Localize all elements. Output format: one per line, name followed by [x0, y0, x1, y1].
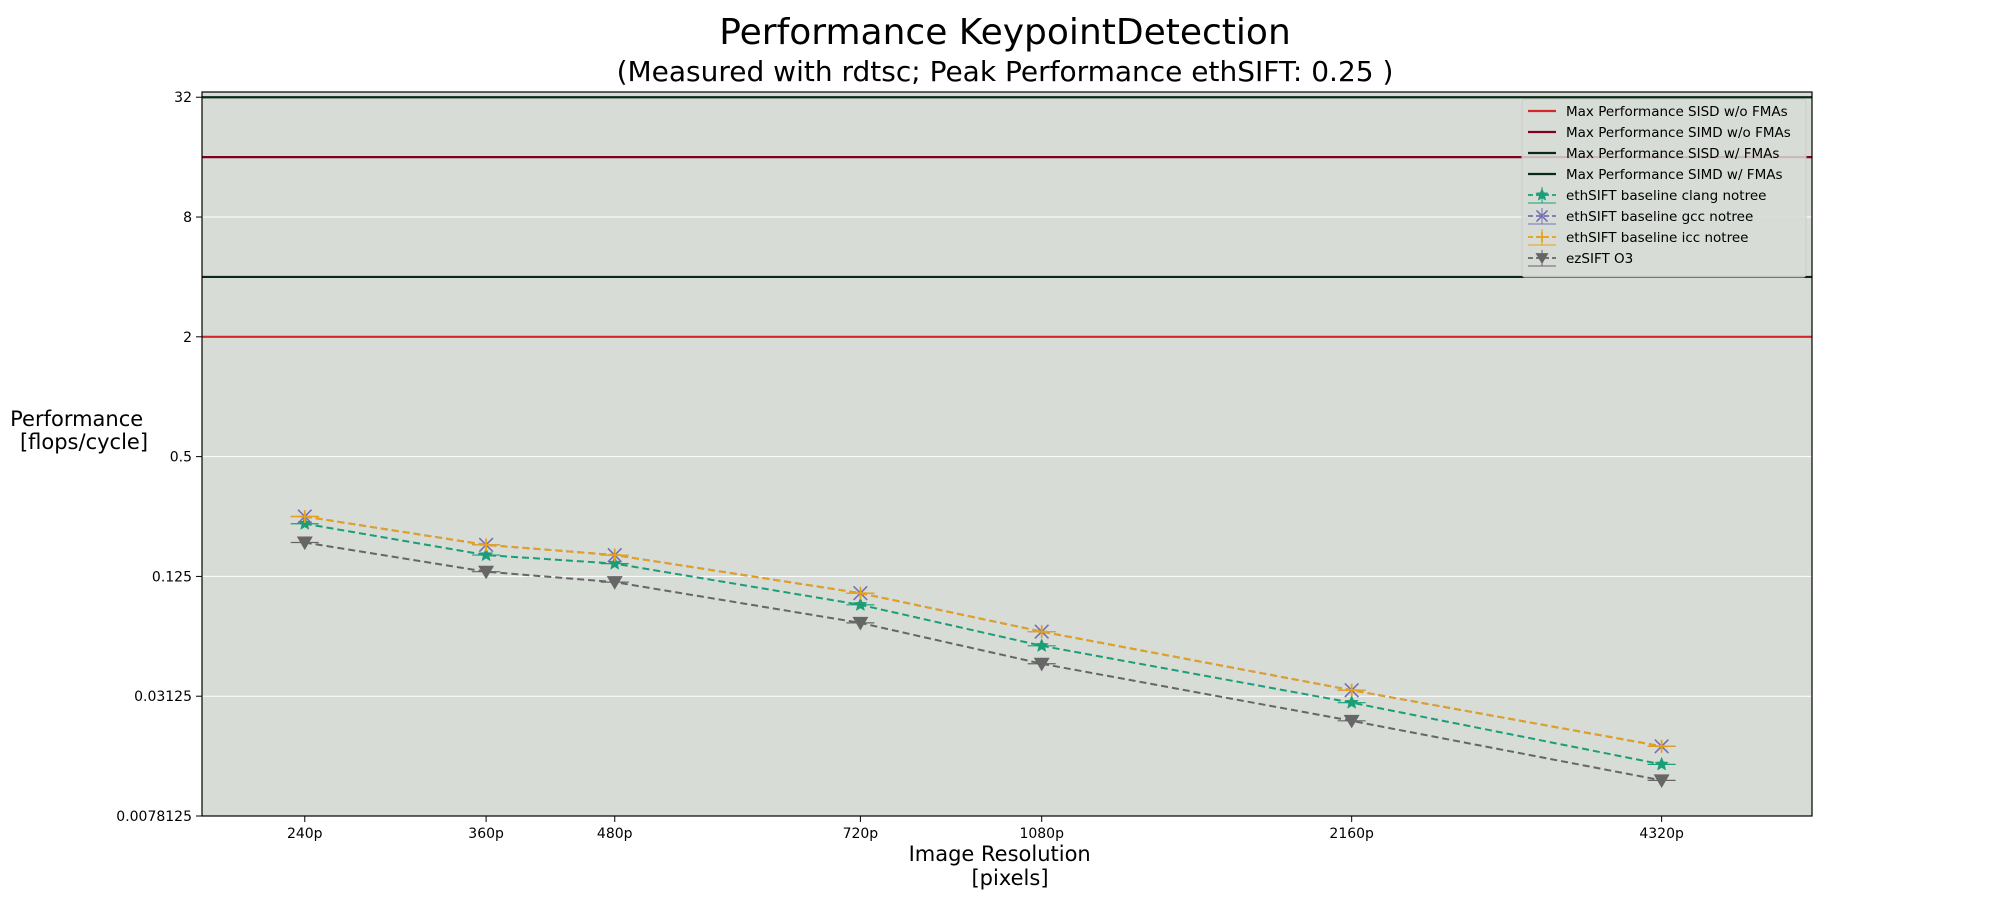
data-point [1535, 187, 1549, 201]
data-point [479, 538, 493, 552]
data-point [1653, 774, 1670, 788]
legend-item: ethSIFT baseline icc notree [1528, 229, 1748, 246]
y-tick-label: 0.0078125 [116, 809, 192, 825]
data-point [1535, 253, 1549, 265]
legend-item: ethSIFT baseline gcc notree [1528, 208, 1753, 225]
legend-label: Max Performance SISD w/ FMAs [1566, 146, 1779, 162]
data-point [478, 547, 494, 562]
legend-item: Max Performance SISD w/o FMAs [1528, 104, 1788, 120]
data-point [1655, 739, 1669, 753]
series [290, 536, 1676, 788]
x-axis-label: Image Resolution [pixels] [909, 842, 1098, 890]
x-tick-label: 720p [843, 826, 879, 842]
data-point [1034, 638, 1049, 652]
data-point [853, 597, 868, 611]
data-point [296, 536, 313, 551]
data-point [853, 586, 867, 600]
data-point [1033, 657, 1050, 672]
y-axis-label-line-2: [flops/cycle] [20, 430, 148, 454]
legend-label: Max Performance SIMD w/ FMAs [1566, 167, 1783, 183]
y-tick-label: 32 [174, 90, 192, 106]
x-tick-label: 360p [468, 826, 504, 842]
series [290, 510, 1676, 753]
y-tick-label: 0.125 [152, 569, 192, 585]
legend-label: ethSIFT baseline gcc notree [1566, 209, 1753, 225]
legend-box [1521, 98, 1807, 278]
x-axis: 240p 360p 480p 720p 1080p 2160p 4320p [287, 816, 1684, 842]
x-axis-label-line-1: Image Resolution [909, 842, 1091, 866]
data-point [1654, 756, 1669, 771]
data-series [290, 509, 1676, 788]
legend-item: Max Performance SIMD w/o FMAs [1528, 125, 1791, 141]
data-point [608, 548, 622, 562]
data-point [1535, 209, 1549, 223]
legend-label: Max Performance SISD w/o FMAs [1566, 104, 1788, 120]
legend-item: Max Performance SISD w/ FMAs [1528, 146, 1779, 162]
x-tick-label: 1080p [1019, 826, 1064, 842]
x-tick-label: 4320p [1639, 826, 1684, 842]
x-tick-label: 240p [287, 826, 323, 842]
data-point [1035, 625, 1049, 639]
data-point [298, 510, 312, 523]
legend-label: ethSIFT baseline clang notree [1566, 188, 1766, 204]
y-tick-label: 8 [183, 210, 192, 226]
plot-frame [201, 91, 1813, 817]
legend-item: ezSIFT O3 [1528, 250, 1633, 267]
y-tick-label: 0.03125 [134, 689, 192, 705]
y-tick-label: 0.5 [170, 450, 192, 466]
x-tick-label: 2160p [1329, 826, 1374, 842]
legend-label: ezSIFT O3 [1566, 251, 1633, 267]
data-point [606, 576, 623, 590]
data-point [478, 565, 495, 580]
legend-label: Max Performance SIMD w/o FMAs [1566, 125, 1791, 141]
legend-label: ethSIFT baseline icc notree [1566, 230, 1748, 246]
data-point [852, 616, 869, 631]
data-point [1343, 714, 1360, 729]
legend-item: ethSIFT baseline clang notree [1528, 187, 1766, 204]
data-point [1536, 231, 1548, 243]
legend: Max Performance SISD w/o FMAs Max Perform… [1521, 98, 1807, 278]
chart-title: Performance KeypointDetection [719, 12, 1291, 53]
y-axis-label: Performance [flops/cycle] [10, 407, 150, 454]
x-tick-label: 480p [597, 826, 633, 842]
series [290, 516, 1676, 771]
y-axis-label-line-1: Performance [10, 407, 143, 431]
data-point [607, 555, 623, 570]
legend-item: Max Performance SIMD w/ FMAs [1528, 167, 1783, 183]
x-axis-label-line-2: [pixels] [971, 866, 1048, 890]
y-axis: 0.0078125 0.03125 0.125 0.5 2 8 32 [116, 90, 202, 825]
chart-subtitle: (Measured with rdtsc; Peak Performance e… [617, 55, 1394, 88]
data-point [1344, 695, 1359, 709]
y-tick-label: 2 [183, 330, 192, 346]
data-point [1345, 683, 1359, 697]
